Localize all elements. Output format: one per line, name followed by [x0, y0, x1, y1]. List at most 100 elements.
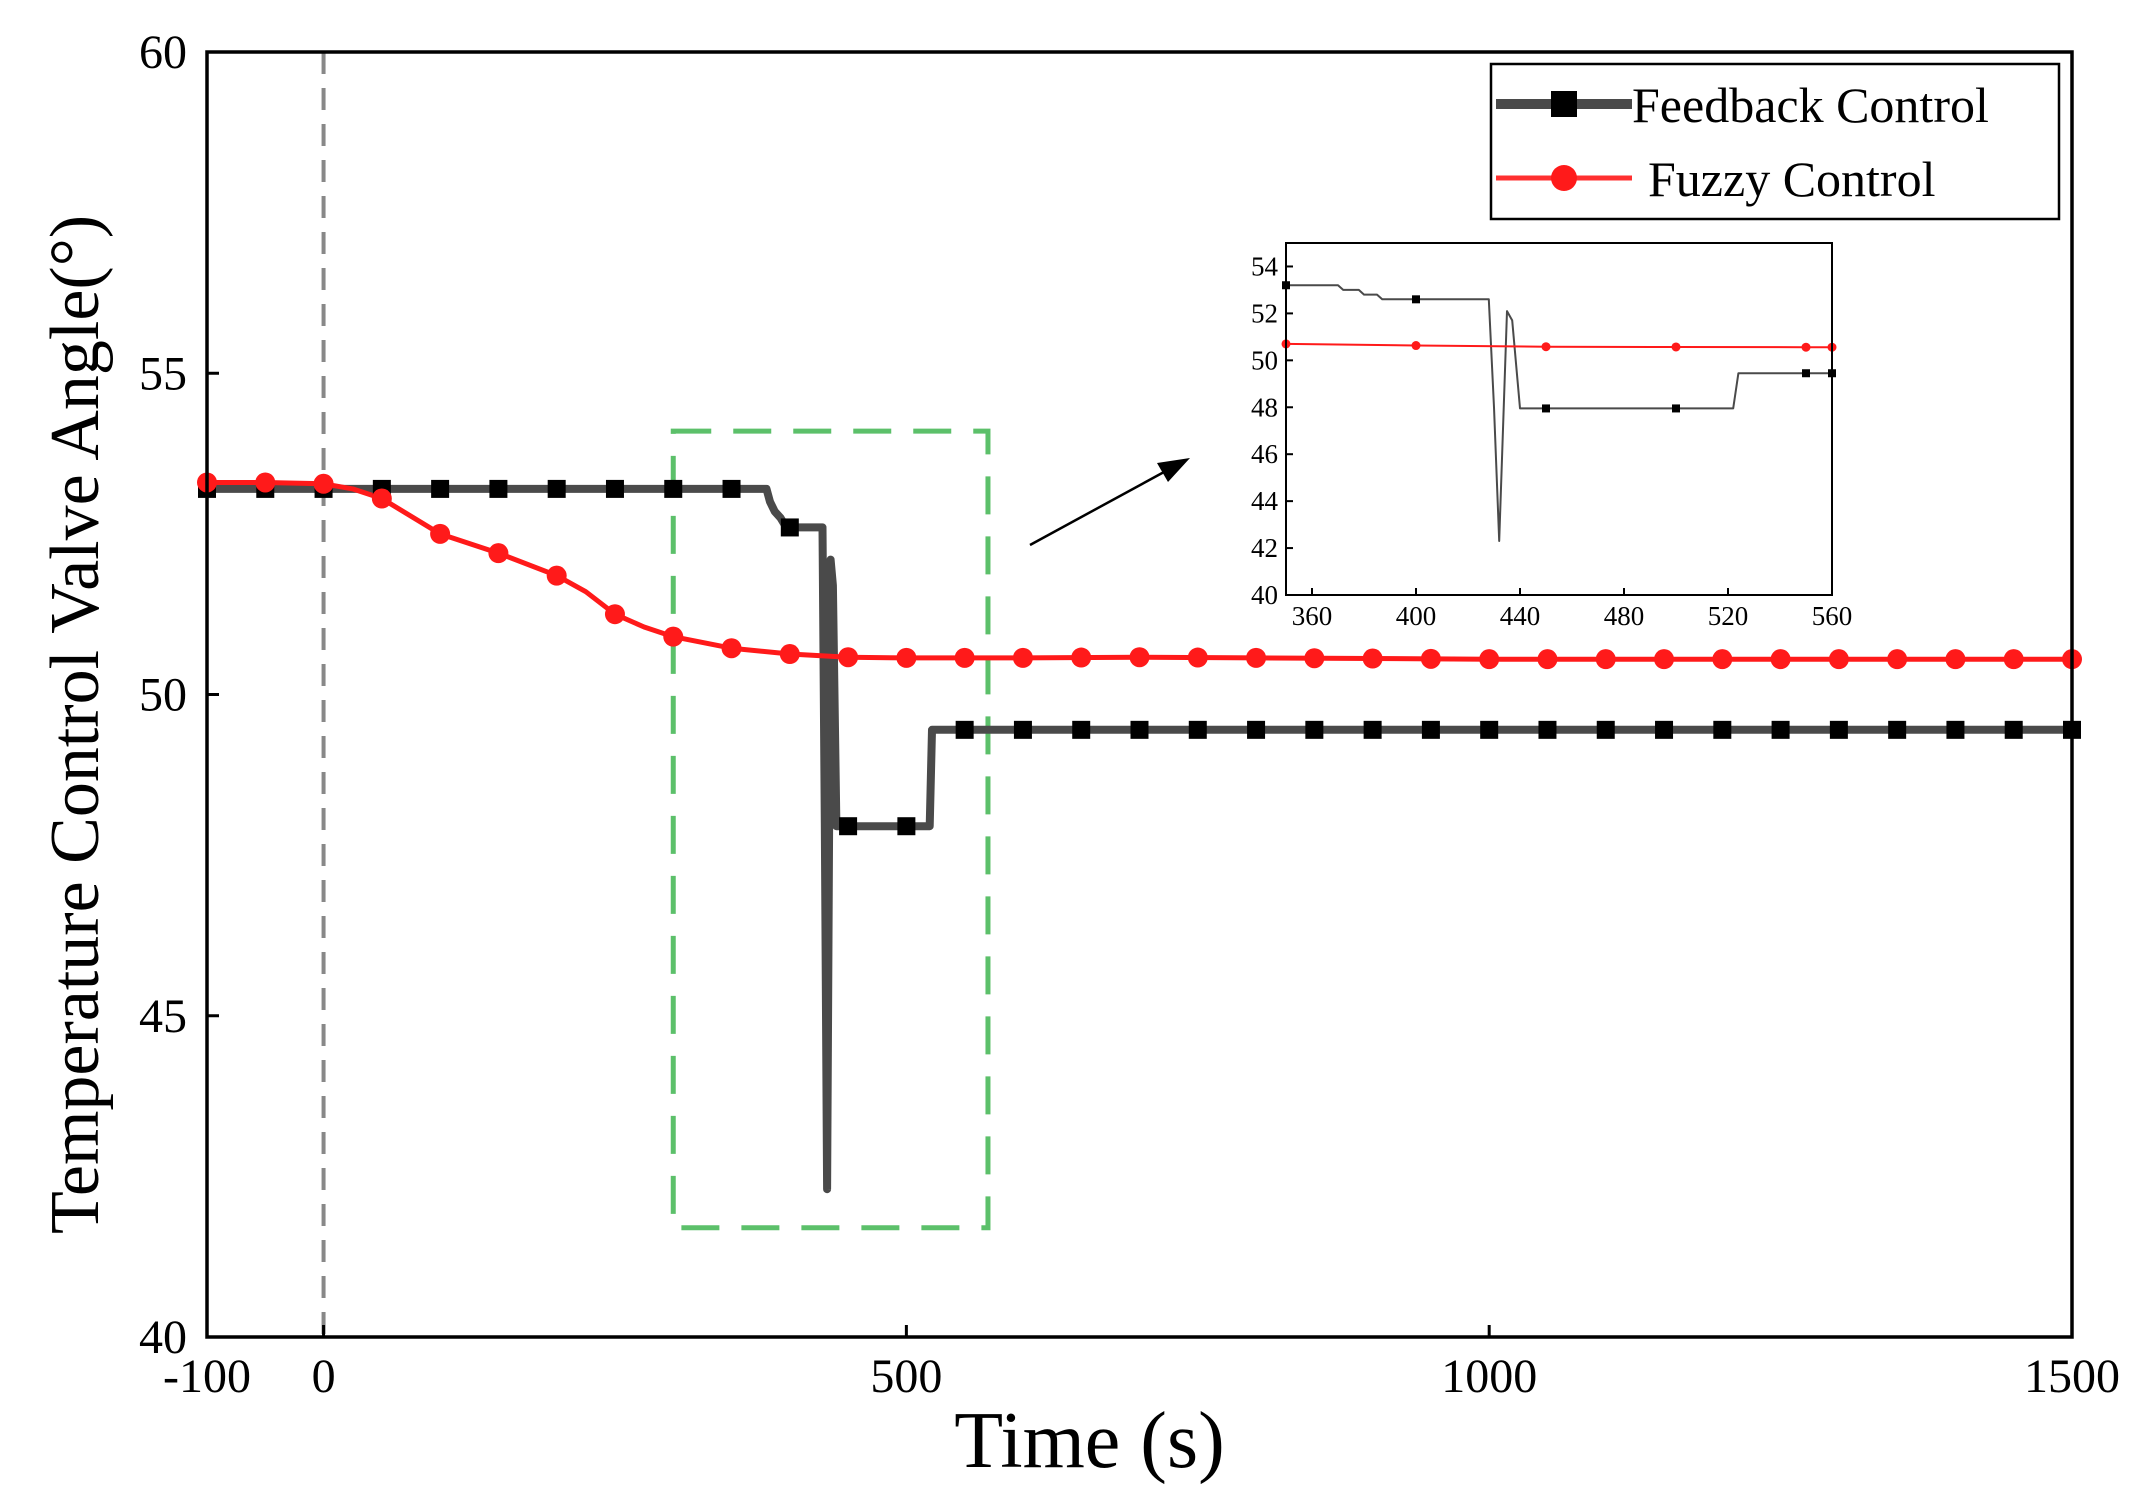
feedback-control-point: [955, 720, 974, 739]
fuzzy-control-point: [1012, 647, 1033, 668]
inset-feedback-control-point: [1802, 369, 1810, 378]
x-axis-label: Time (s): [954, 1397, 1224, 1485]
fuzzy-control-point: [1479, 649, 1500, 670]
fuzzy-control-point: [430, 523, 451, 544]
inset-x-tick-label: 560: [1812, 601, 1853, 631]
feedback-control-point: [489, 479, 508, 498]
fuzzy-control-point: [1246, 647, 1267, 668]
fuzzy-control-point: [1187, 647, 1208, 668]
inset-fuzzy-control-point: [1541, 342, 1551, 352]
feedback-control-point: [1538, 720, 1557, 739]
x-tick-label: 500: [870, 1350, 942, 1403]
feedback-control-point: [1072, 720, 1091, 739]
fuzzy-control-point: [779, 644, 800, 665]
feedback-control-point: [547, 479, 566, 498]
feedback-control-point: [1829, 720, 1848, 739]
fuzzy-control-point: [1945, 649, 1966, 670]
inset-x-tick-label: 520: [1708, 601, 1749, 631]
y-tick-label: 40: [139, 1311, 187, 1364]
fuzzy-control-point: [954, 647, 975, 668]
inset-series-line-feedback-control: [1286, 284, 1832, 542]
fuzzy-control-point: [255, 472, 276, 493]
inset-y-tick-label: 42: [1251, 533, 1278, 563]
fuzzy-control-point: [1537, 649, 1558, 670]
feedback-control-point: [1655, 720, 1674, 739]
fuzzy-control-point: [838, 647, 859, 668]
fuzzy-control-point: [1770, 649, 1791, 670]
x-tick-label: 1500: [2024, 1350, 2120, 1403]
y-tick-label: 50: [139, 669, 187, 722]
legend-marker-fuzzy: [1551, 165, 1577, 191]
feedback-control-point: [1713, 720, 1732, 739]
fuzzy-control-point: [371, 488, 392, 509]
feedback-control-point: [1771, 720, 1790, 739]
inset-fuzzy-control-point: [1801, 342, 1811, 352]
inset-fuzzy-control-point: [1411, 341, 1421, 351]
inset-feedback-control-point: [1542, 404, 1550, 413]
inset-y-tick-label: 50: [1251, 345, 1278, 375]
y-tick-label: 55: [139, 347, 187, 400]
fuzzy-control-point: [1595, 649, 1616, 670]
inset-feedback-control-point: [1412, 295, 1420, 304]
inset-background: [1286, 243, 1832, 595]
inset-y-tick-label: 52: [1251, 298, 1278, 328]
x-tick-label: 1000: [1441, 1350, 1537, 1403]
y-tick-label: 60: [139, 26, 187, 79]
feedback-control-point: [664, 479, 683, 498]
feedback-control-point: [1130, 720, 1149, 739]
arrow-head: [1157, 458, 1190, 482]
y-tick-label: 45: [139, 990, 187, 1043]
inset-x-axis: 360 400 440 480 520 560: [1292, 588, 1853, 631]
feedback-control-point: [897, 817, 916, 836]
x-tick-label: -100: [163, 1350, 251, 1403]
fuzzy-control-point: [546, 565, 567, 586]
legend-marker-feedback: [1551, 91, 1577, 117]
fuzzy-control-point: [313, 473, 334, 494]
main-plot: -100 0 500 1000 1500 40 45 50 55 60: [139, 26, 2120, 1403]
legend-label-feedback: Feedback Control: [1632, 77, 1989, 133]
fuzzy-control-point: [2003, 649, 2024, 670]
legend-box: [1489, 62, 2061, 221]
feedback-control-point: [1188, 720, 1207, 739]
inset-x-tick-label: 400: [1396, 601, 1437, 631]
feedback-control-point: [1596, 720, 1615, 739]
fuzzy-control-point: [896, 647, 917, 668]
legend: Feedback Control Fuzzy Control: [1489, 62, 2061, 221]
feedback-control-point: [722, 479, 741, 498]
feedback-control-point: [1480, 720, 1499, 739]
main-y-axis: 40 45 50 55 60: [139, 26, 219, 1364]
inset-series-group: [1281, 281, 1837, 542]
feedback-control-point: [1247, 720, 1266, 739]
inset-plot-frame: [1285, 242, 1833, 596]
fuzzy-control-point: [488, 543, 509, 564]
inset-x-tick-label: 440: [1500, 601, 1541, 631]
fuzzy-control-point: [1654, 649, 1675, 670]
series-line-fuzzy-control: [207, 480, 2072, 662]
inset-fuzzy-control-point: [1671, 342, 1681, 352]
feedback-control-point: [605, 479, 624, 498]
inset-x-tick-label: 360: [1292, 601, 1333, 631]
inset-y-tick-label: 48: [1251, 392, 1278, 422]
inset-y-tick-label: 40: [1251, 580, 1278, 610]
fuzzy-control-point: [604, 604, 625, 625]
inset-y-axis: 40 42 44 46 48 50 52 54: [1251, 251, 1293, 610]
inset-x-tick-label: 480: [1604, 601, 1645, 631]
fuzzy-control-point: [1071, 647, 1092, 668]
inset-plot: 360 400 440 480 520 560 40 42 44 46 48 50 52 54: [1251, 242, 1853, 631]
main-series-group: [197, 472, 2082, 1194]
feedback-control-point: [2004, 720, 2023, 739]
feedback-control-point: [431, 479, 450, 498]
fuzzy-control-point: [1129, 647, 1150, 668]
fuzzy-control-point: [1304, 648, 1325, 669]
inset-y-tick-label: 46: [1251, 439, 1278, 469]
feedback-control-point: [839, 817, 858, 836]
y-axis-label: Temperature Control Valve Angle(°): [37, 215, 114, 1234]
legend-label-fuzzy: Fuzzy Control: [1648, 151, 1935, 207]
inset-y-tick-label: 44: [1251, 486, 1279, 516]
zoom-region-box: [670, 428, 991, 1231]
feedback-control-point: [1421, 720, 1440, 739]
x-tick-label: 0: [312, 1350, 336, 1403]
fuzzy-control-point: [663, 626, 684, 647]
